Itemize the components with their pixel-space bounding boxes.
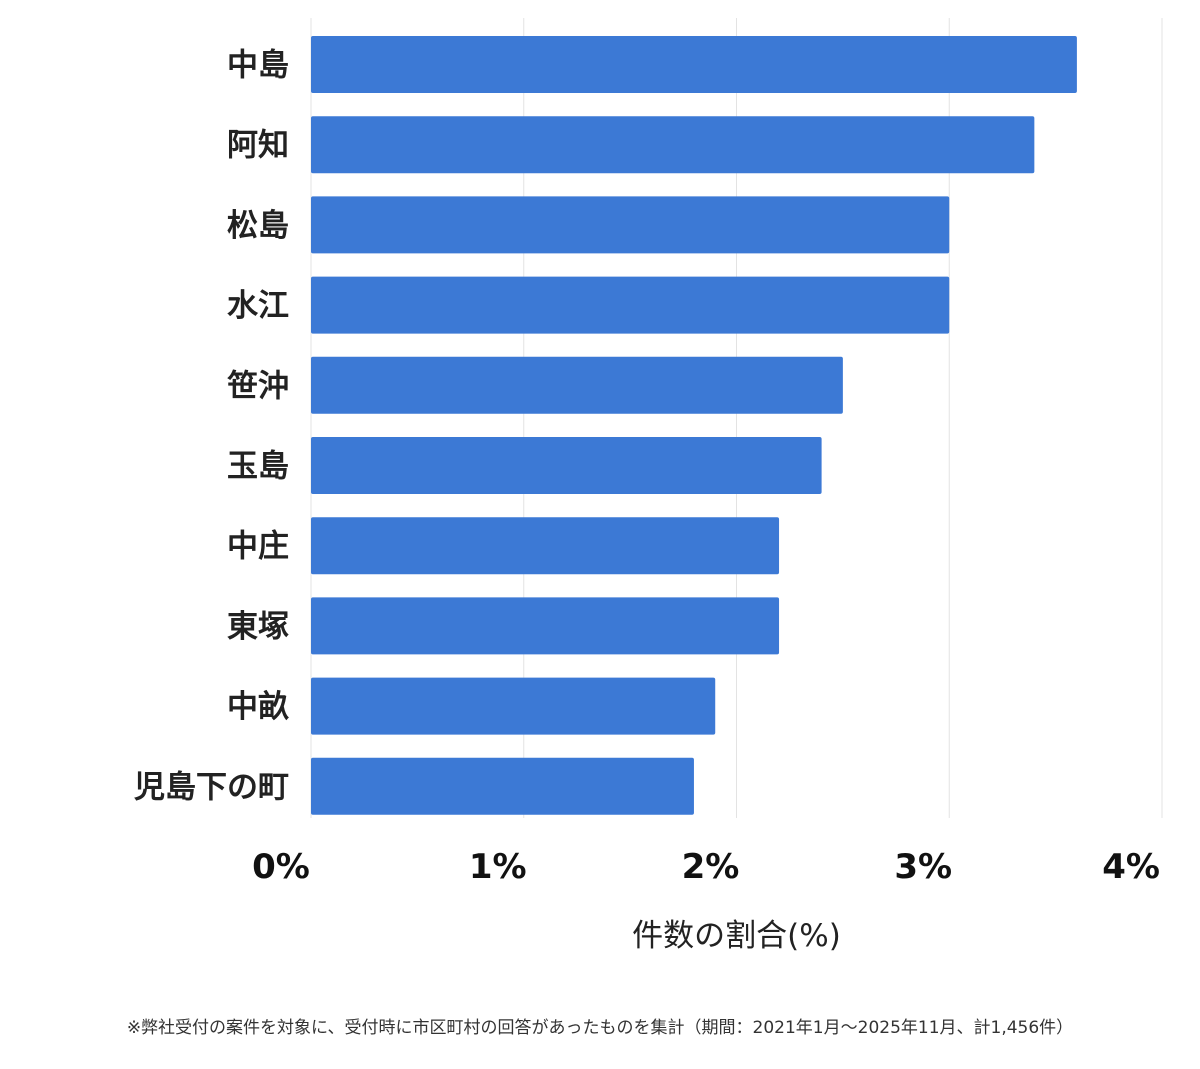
category-label-7: 東塚 (227, 609, 289, 645)
category-label-0: 中島 (227, 48, 289, 84)
category-label-1: 阿知 (227, 128, 289, 164)
bar-7 (311, 597, 780, 655)
bar-9 (311, 757, 694, 815)
bar-4 (311, 356, 843, 414)
category-label-8: 中畝 (227, 689, 289, 725)
footnote: ※弊社受付の案件を対象に、受付時に市区町村の回答があったものを集計（期間：202… (126, 1018, 1074, 1038)
category-label-5: 玉島 (227, 449, 289, 485)
x-tick-label-2: 2% (682, 847, 740, 887)
bar-2 (311, 196, 950, 254)
x-tick-label-0: 0% (252, 847, 310, 887)
bar-1 (311, 116, 1035, 174)
category-label-6: 中庄 (227, 529, 289, 565)
x-tick-label-3: 3% (894, 847, 952, 887)
category-label-2: 松島 (227, 208, 289, 244)
bar-3 (311, 276, 950, 334)
category-label-4: 笹沖 (227, 368, 289, 404)
category-label-9: 児島下の町 (134, 769, 289, 805)
bar-6 (311, 517, 780, 575)
bar-0 (311, 36, 1077, 93)
category-label-3: 水江 (227, 288, 289, 324)
x-tick-label-1: 1% (469, 847, 527, 887)
bar-8 (311, 677, 716, 735)
x-axis-label: 件数の割合(%) (632, 918, 841, 954)
bar-5 (311, 437, 822, 494)
x-tick-label-4: 4% (1102, 847, 1160, 887)
